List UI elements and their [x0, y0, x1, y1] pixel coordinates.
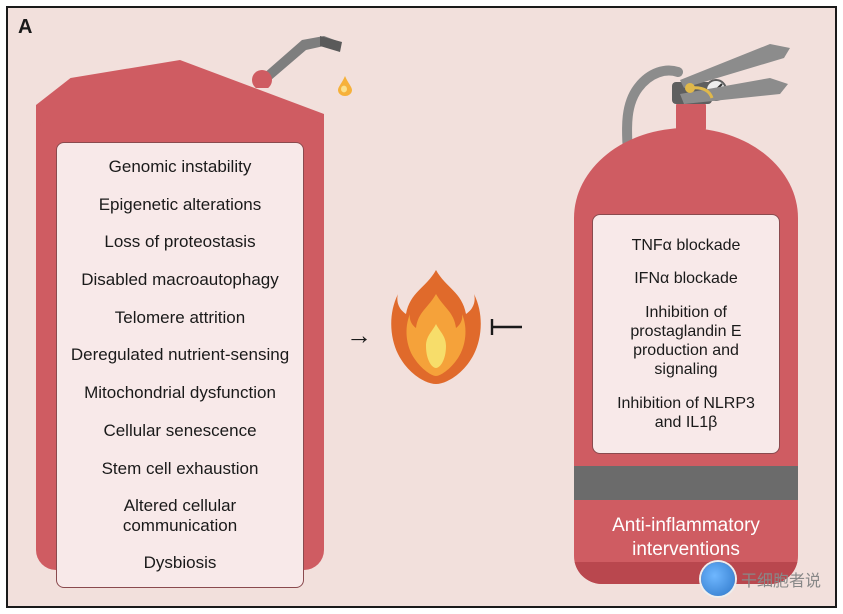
watermark: 干细胞者说 [701, 562, 821, 596]
extinguisher-body: TNFα blockade IFNα blockade Inhibition o… [574, 128, 798, 584]
watermark-text: 干细胞者说 [741, 567, 821, 591]
arrow-promote-icon: → [346, 320, 372, 351]
list-item: Deregulated nutrient-sensing [71, 345, 289, 365]
list-item: Mitochondrial dysfunction [84, 383, 276, 403]
list-item: Altered cellular communication [65, 496, 295, 535]
figure-panel-frame: A Genomic instability Epigenetic alterat… [6, 6, 837, 608]
list-item: Genomic instability [109, 157, 252, 177]
extinguisher-title: Anti-inflammatory interventions [574, 514, 798, 562]
list-item: Stem cell exhaustion [102, 459, 259, 479]
fuel-drop-icon [338, 76, 352, 96]
panel-letter: A [18, 16, 32, 39]
list-item: IFNα blockade [634, 269, 738, 288]
flame-icon [388, 266, 484, 386]
list-item: Telomere attrition [115, 308, 245, 328]
fuel-can-list: Genomic instability Epigenetic alteratio… [56, 142, 304, 588]
list-item: Cellular senescence [103, 421, 256, 441]
list-item: Loss of proteostasis [104, 232, 255, 252]
fuel-can: Genomic instability Epigenetic alteratio… [36, 60, 324, 570]
list-item: TNFα blockade [632, 236, 741, 255]
arrow-inhibit-icon [488, 316, 526, 338]
watermark-logo-icon [701, 562, 735, 596]
extinguisher-list: TNFα blockade IFNα blockade Inhibition o… [592, 214, 780, 454]
list-item: Epigenetic alterations [99, 195, 262, 215]
list-item: Inhibition of prostaglandin E production… [603, 303, 769, 380]
extinguisher: TNFα blockade IFNα blockade Inhibition o… [540, 38, 824, 598]
list-item: Inhibition of NLRP3 and IL1β [603, 394, 769, 432]
list-item: Dysbiosis [144, 553, 217, 573]
extinguisher-band [574, 466, 798, 500]
fuel-can-spout-icon [250, 28, 346, 88]
list-item: Disabled macroautophagy [81, 270, 279, 290]
